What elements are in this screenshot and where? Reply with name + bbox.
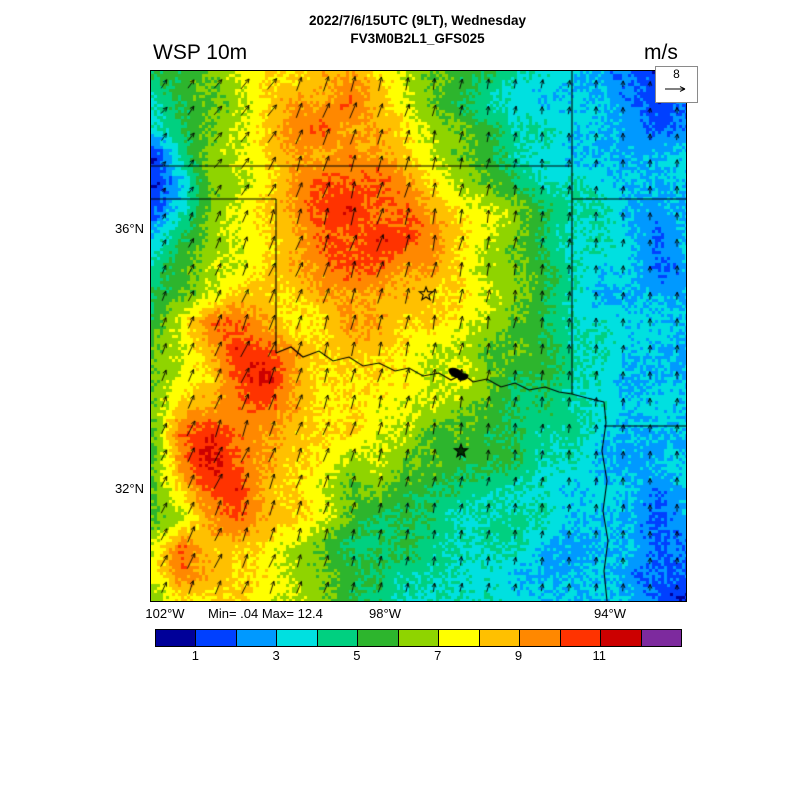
colorbar-segment: [438, 630, 479, 646]
colorbar: [155, 629, 682, 647]
colorbar-tick-label: 11: [592, 648, 606, 663]
lon-tick-label: 102°W: [145, 606, 185, 621]
colorbar-tick-label: 1: [191, 648, 199, 663]
colorbar-segment: [357, 630, 398, 646]
colorbar-tick-labels: 1 3 5 7 9 11: [155, 648, 680, 664]
colorbar-segment: [519, 630, 560, 646]
colorbar-segment: [156, 630, 196, 646]
title-block: 2022/7/6/15UTC (9LT), Wednesday FV3M0B2L…: [150, 12, 685, 48]
colorbar-segment: [397, 630, 439, 646]
colorbar-tick-label: 9: [514, 648, 523, 663]
colorbar-segment: [640, 630, 682, 646]
variable-label: WSP 10m: [153, 41, 248, 64]
colorbar-segment: [478, 630, 520, 646]
plot-title-model: FV3M0B2L1_GFS025: [350, 31, 485, 47]
colorbar-segment: [316, 630, 358, 646]
wind-speed-map-canvas: [151, 71, 686, 601]
colorbar-tick-label: 7: [434, 648, 442, 663]
reference-vector-box: 8: [655, 66, 698, 103]
units-label: m/s: [644, 41, 678, 64]
map-frame: [150, 70, 687, 602]
colorbar-tick-label: 5: [353, 648, 361, 663]
colorbar-segment: [276, 630, 317, 646]
lat-tick-label: 36°N: [114, 221, 144, 236]
reference-vector-arrow-icon: [664, 86, 685, 92]
colorbar-segment: [559, 630, 601, 646]
colorbar-tick-label: 3: [272, 648, 280, 663]
reference-vector-value: 8: [673, 67, 680, 81]
colorbar-segment: [235, 630, 277, 646]
minmax-stats-label: Min= .04 Max= 12.4: [208, 606, 323, 621]
plot-title-datetime: 2022/7/6/15UTC (9LT), Wednesday: [308, 13, 527, 28]
lat-tick-label: 32°N: [114, 481, 144, 496]
lon-tick-label: 94°W: [594, 606, 626, 621]
colorbar-segment: [600, 630, 641, 646]
colorbar-segment: [195, 630, 236, 646]
lon-tick-label: 98°W: [369, 606, 401, 621]
